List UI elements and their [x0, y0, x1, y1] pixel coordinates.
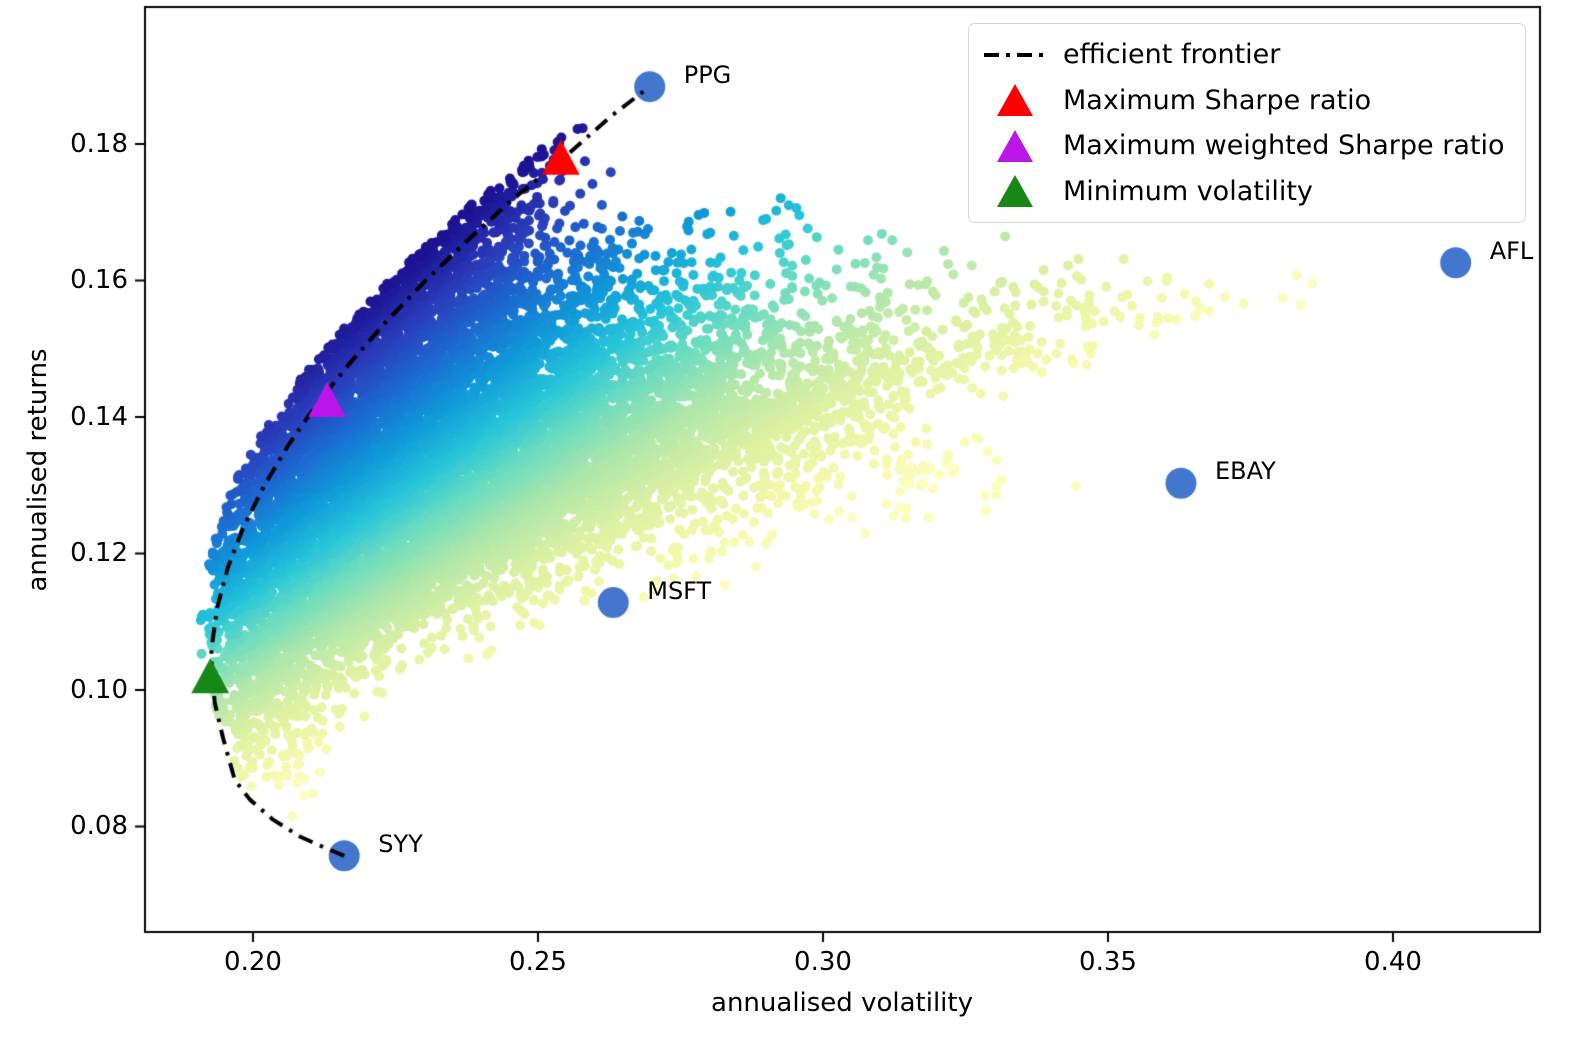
green-triangle-icon [981, 175, 1049, 208]
x-tick-label-0.40: 0.40 [1364, 947, 1422, 977]
dashdot-line-icon [981, 52, 1049, 57]
x-tick-label-0.30: 0.30 [794, 947, 852, 977]
legend-label: efficient frontier [1063, 39, 1281, 71]
legend-item-min-volatility: Minimum volatility [981, 169, 1513, 213]
y-tick-label-0.12: 0.12 [70, 538, 128, 569]
stock-label-SYY: SYY [378, 829, 423, 858]
red-triangle-icon [981, 84, 1049, 117]
stock-label-PPG: PPG [683, 60, 732, 89]
legend-item-efficient-frontier: efficient frontier [981, 33, 1513, 77]
stock-label-AFL: AFL [1489, 236, 1534, 265]
legend-label: Minimum volatility [1063, 175, 1313, 207]
y-tick-label-0.14: 0.14 [70, 401, 128, 432]
x-tick-label-0.35: 0.35 [1079, 947, 1137, 977]
legend-item-max-sharpe: Maximum Sharpe ratio [981, 78, 1513, 122]
x-axis-label: annualised volatility [711, 988, 973, 1018]
x-tick-label-0.25: 0.25 [509, 947, 567, 977]
y-tick-label-0.16: 0.16 [70, 265, 128, 296]
stock-label-EBAY: EBAY [1214, 457, 1276, 486]
x-tick-label-0.20: 0.20 [224, 947, 282, 977]
purple-triangle-icon [981, 129, 1049, 162]
legend-item-max-weighted-sharpe: Maximum weighted Sharpe ratio [981, 124, 1513, 168]
y-tick-label-0.10: 0.10 [70, 674, 128, 705]
y-tick-label-0.08: 0.08 [70, 811, 128, 842]
legend: efficient frontier Maximum Sharpe ratio … [968, 23, 1526, 223]
legend-label: Maximum weighted Sharpe ratio [1063, 130, 1505, 162]
y-tick-label-0.18: 0.18 [70, 128, 128, 159]
stock-label-MSFT: MSFT [647, 576, 712, 605]
legend-label: Maximum Sharpe ratio [1063, 84, 1372, 116]
